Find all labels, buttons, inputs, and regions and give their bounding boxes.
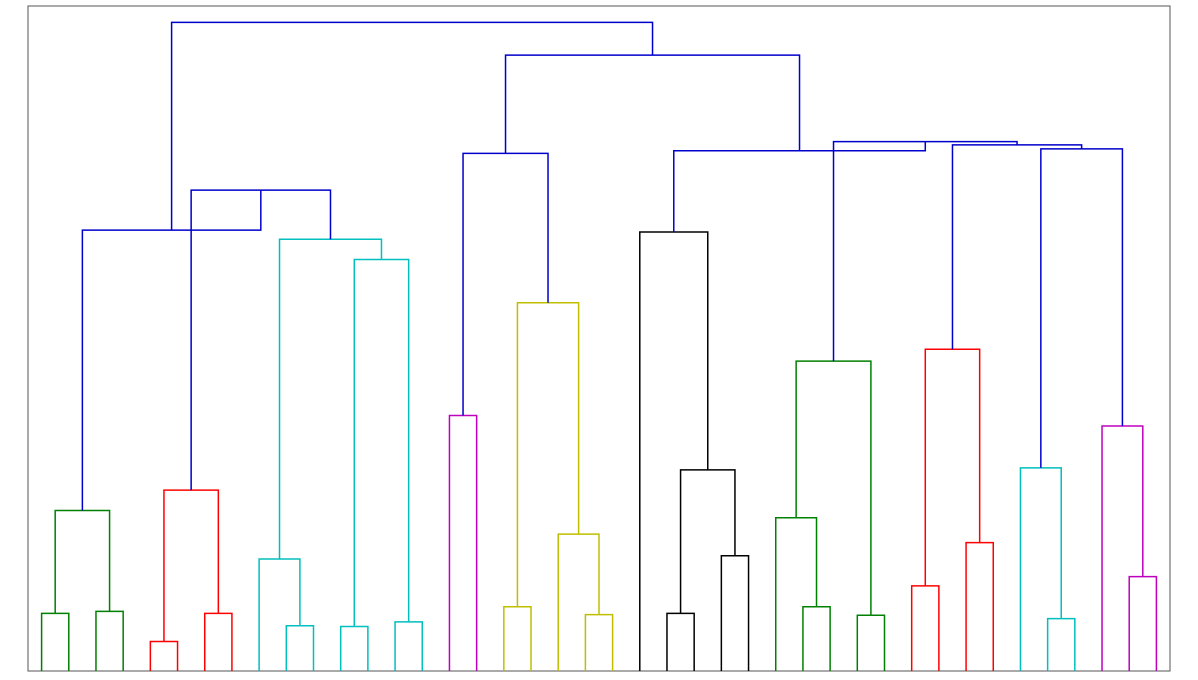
link-r3 (163, 489, 220, 642)
link-g1 (40, 612, 70, 671)
link-y3 (557, 533, 600, 671)
link-c3 (339, 625, 369, 671)
link-p1 (1128, 575, 1158, 671)
link-r1 (149, 640, 179, 671)
link-t2 (1019, 467, 1062, 671)
link-r2 (203, 612, 233, 671)
link-c5 (353, 258, 410, 627)
link-c1 (285, 625, 315, 671)
link-t1 (1046, 617, 1076, 671)
link-k1 (666, 612, 695, 671)
link-y1 (503, 606, 532, 671)
link-g5 (774, 516, 818, 671)
link-y2 (584, 613, 614, 671)
link-r4 (910, 585, 940, 671)
dendrogram-links (40, 21, 1158, 671)
link-b9 (170, 21, 654, 231)
link-k2 (720, 554, 750, 671)
link-c6 (278, 238, 383, 559)
link-c4 (394, 621, 424, 671)
link-r5 (965, 541, 995, 671)
link-b5 (462, 152, 549, 416)
link-g3 (54, 509, 111, 614)
link-b4 (673, 141, 927, 233)
link-b7 (190, 189, 332, 491)
link-p2 (1101, 425, 1144, 671)
link-r6 (924, 348, 981, 586)
link-b3 (832, 140, 1018, 362)
link-m1 (448, 414, 478, 671)
link-c2 (258, 558, 301, 671)
link-g4 (802, 606, 831, 671)
link-b6 (504, 54, 801, 154)
plot-frame (27, 5, 1171, 672)
link-g7 (795, 360, 872, 616)
link-y4 (516, 302, 580, 607)
link-b1 (1040, 148, 1124, 468)
link-k3 (679, 469, 736, 614)
link-k4 (639, 231, 709, 671)
link-g6 (856, 614, 886, 671)
link-b8 (81, 190, 262, 511)
link-b2 (951, 144, 1083, 350)
link-g2 (95, 610, 124, 671)
